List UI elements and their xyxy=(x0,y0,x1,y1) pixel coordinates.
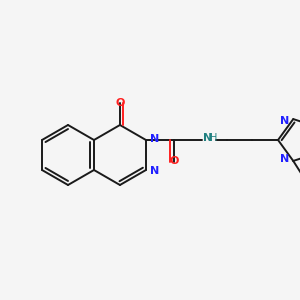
Text: N: N xyxy=(203,133,212,143)
Text: O: O xyxy=(169,156,178,166)
Text: N: N xyxy=(150,166,159,176)
Text: N: N xyxy=(280,154,289,164)
Text: H: H xyxy=(210,133,217,143)
Text: N: N xyxy=(280,116,289,126)
Text: O: O xyxy=(115,98,124,108)
Text: N: N xyxy=(150,134,159,144)
